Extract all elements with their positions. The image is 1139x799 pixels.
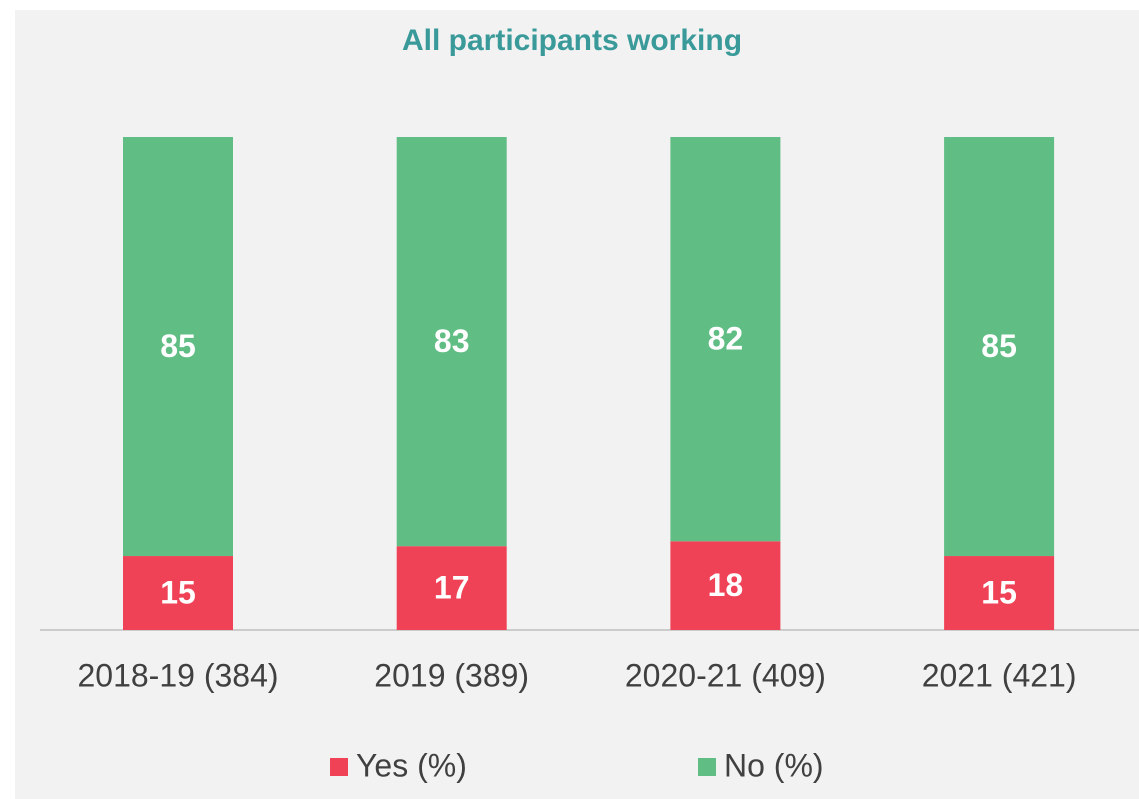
bar-segment (670, 137, 781, 542)
x-tick-label: 2021 (421) (922, 657, 1077, 693)
legend-swatch (698, 758, 716, 776)
legend-swatch (330, 758, 348, 776)
legend-label: No (%) (724, 747, 824, 783)
data-label: 82 (708, 321, 744, 357)
x-tick-label: 2018-19 (384) (77, 657, 278, 693)
bar-segment (123, 556, 233, 630)
bar-segment (944, 556, 1055, 630)
data-label: 18 (708, 567, 744, 603)
x-tick-label: 2019 (389) (374, 657, 529, 693)
bar-segment (123, 137, 233, 557)
data-label: 15 (981, 574, 1017, 610)
data-label: 85 (160, 328, 196, 364)
bar-segment (396, 546, 507, 630)
bar-segment (670, 541, 781, 630)
data-label: 17 (434, 570, 470, 606)
bar-segment (944, 137, 1055, 557)
data-label: 83 (434, 323, 470, 359)
chart-title: All participants working (402, 24, 742, 57)
bar-segment (396, 137, 507, 547)
data-label: 15 (160, 574, 196, 610)
x-tick-label: 2020-21 (409) (625, 657, 826, 693)
legend-label: Yes (%) (356, 747, 467, 783)
data-label: 85 (981, 328, 1017, 364)
